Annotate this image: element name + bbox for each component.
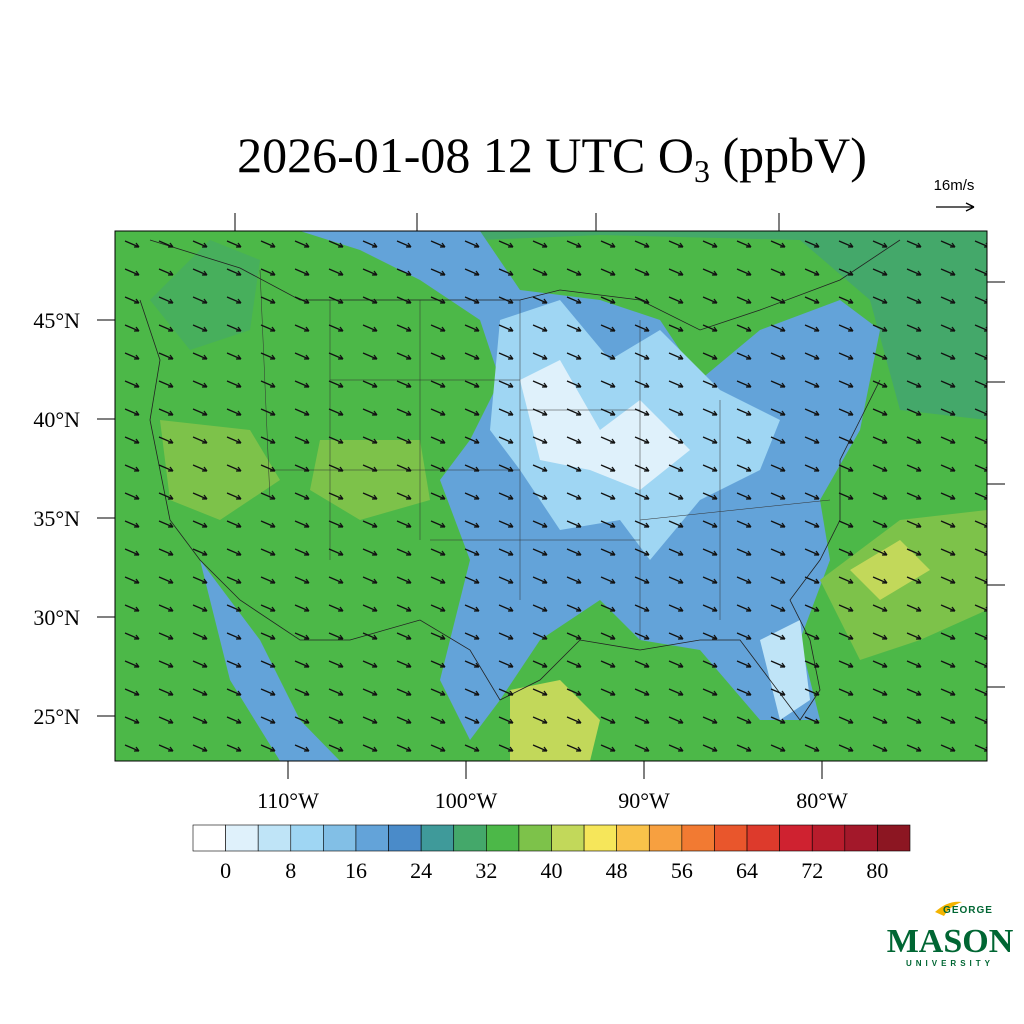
logo-swoosh	[935, 901, 962, 916]
logo-top: GEORGE	[943, 905, 993, 916]
colorbar-box	[648, 824, 683, 852]
colorbar-box	[877, 824, 911, 852]
colorbar-box	[355, 824, 389, 852]
colorbar-label: 72	[801, 858, 823, 883]
lon-label: 100°W	[435, 788, 498, 813]
colorbar-box	[453, 824, 487, 852]
lat-label: 35°N	[33, 506, 80, 531]
colorbar: 0 8 16 24 32 40 48 56 64 72 80	[192, 824, 911, 883]
colorbar-label: 16	[345, 858, 367, 883]
title: 2026-01-08 12 UTC O3 (ppbV)	[237, 127, 867, 189]
colorbar-label: 8	[285, 858, 296, 883]
colorbar-box	[420, 824, 455, 852]
title-subscript: 3	[694, 153, 710, 189]
colorbar-label: 32	[475, 858, 497, 883]
colorbar-box	[811, 824, 846, 852]
colorbar-box	[844, 824, 878, 852]
colorbar-label: 24	[410, 858, 432, 883]
colorbar-label: 80	[866, 858, 888, 883]
lat-label: 30°N	[33, 605, 80, 630]
lat-label: 40°N	[33, 407, 80, 432]
lon-label: 90°W	[618, 788, 670, 813]
colorbar-box	[779, 824, 813, 852]
lat-axis: 45°N 40°N 35°N 30°N 25°N	[33, 308, 115, 729]
logo-bottom: UNIVERSITY	[906, 959, 994, 968]
colorbar-label: 56	[671, 858, 693, 883]
wind-vectors	[115, 231, 987, 761]
lon-label: 110°W	[257, 788, 319, 813]
colorbar-label: 64	[736, 858, 758, 883]
colorbar-box	[746, 824, 780, 852]
colorbar-box	[714, 824, 748, 852]
colorbar-box	[551, 824, 585, 852]
colorbar-box	[192, 824, 226, 852]
colorbar-box	[681, 824, 715, 852]
title-space	[710, 127, 723, 183]
lat-label: 45°N	[33, 308, 80, 333]
colorbar-box	[616, 824, 650, 852]
title-main: 2026-01-08 12 UTC O	[237, 127, 694, 183]
colorbar-box	[486, 824, 520, 852]
map-field	[115, 231, 987, 761]
vector-scale-arrow	[936, 202, 975, 212]
colorbar-box	[388, 824, 422, 852]
colorbar-box	[518, 824, 552, 852]
colorbar-box	[583, 824, 617, 852]
title-unit: (ppbV)	[723, 127, 867, 183]
lat-label: 25°N	[33, 704, 80, 729]
logo-main: MASON	[887, 923, 1014, 960]
lon-label: 80°W	[796, 788, 848, 813]
colorbar-label: 48	[606, 858, 628, 883]
logo: GEORGE MASON UNIVERSITY	[887, 901, 1014, 968]
colorbar-box	[225, 824, 259, 852]
map-frame	[114, 230, 988, 762]
colorbar-box	[323, 824, 357, 852]
lon-axis: 110°W 100°W 90°W 80°W	[257, 761, 848, 813]
colorbar-box	[257, 824, 292, 852]
colorbar-box	[290, 824, 324, 852]
colorbar-label: 40	[541, 858, 563, 883]
vector-scale-label: 16m/s	[934, 177, 975, 194]
projection-ticks	[234, 213, 1005, 688]
colorbar-label: 0	[220, 858, 231, 883]
